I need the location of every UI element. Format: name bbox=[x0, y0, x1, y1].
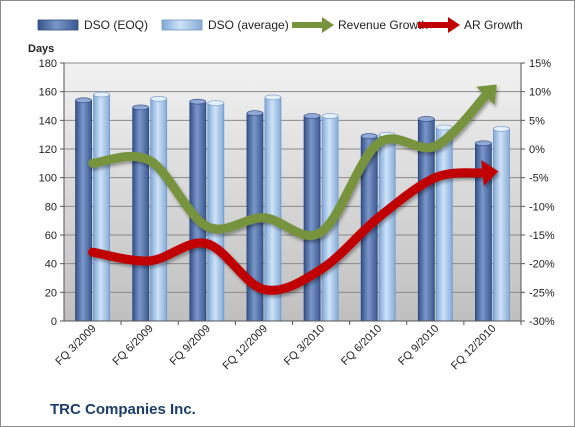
left-tick-label: 100 bbox=[39, 173, 57, 185]
arrowhead bbox=[476, 84, 497, 106]
legend-label: AR Growth bbox=[464, 18, 523, 32]
bar-dso-average bbox=[93, 91, 110, 322]
bar-dso-average bbox=[493, 126, 510, 322]
legend: DSO (EOQ) DSO (average) Revenue Growth AR G… bbox=[37, 17, 523, 33]
bar-series bbox=[75, 91, 510, 322]
left-tick-label: 160 bbox=[39, 87, 57, 99]
right-tick-label: 0% bbox=[529, 144, 545, 156]
legend-label: DSO (average) bbox=[208, 18, 289, 32]
company-name: TRC Companies Inc. bbox=[50, 401, 196, 418]
legend-label: DSO (EOQ) bbox=[84, 18, 148, 32]
legend-swatch bbox=[161, 19, 203, 31]
legend-item: AR Growth bbox=[418, 17, 523, 33]
right-tick-label: -10% bbox=[529, 201, 555, 213]
left-tick-label: 120 bbox=[39, 144, 57, 156]
legend-item: Revenue Growth bbox=[292, 17, 428, 33]
bar-dso-eoq bbox=[303, 113, 321, 322]
revenue-growth-line bbox=[88, 84, 497, 240]
bar-dso-eoq bbox=[132, 104, 150, 322]
left-tick-label: 40 bbox=[45, 259, 57, 271]
left-tick-label: 60 bbox=[45, 230, 57, 242]
right-tick-label: -25% bbox=[529, 287, 555, 299]
right-tick-label: -15% bbox=[529, 230, 555, 242]
left-axis-title: Days bbox=[28, 43, 54, 55]
arrowhead bbox=[481, 159, 499, 186]
right-tick-label: -5% bbox=[529, 173, 549, 185]
right-tick-label: -30% bbox=[529, 316, 555, 328]
right-tick-label: -20% bbox=[529, 259, 555, 271]
bar-dso-average bbox=[207, 100, 225, 322]
line-series bbox=[88, 84, 499, 295]
legend-swatch bbox=[37, 19, 79, 31]
legend-item: DSO (EOQ) bbox=[37, 18, 148, 32]
ar-growth-line bbox=[88, 159, 499, 295]
right-tick-label: 10% bbox=[529, 87, 551, 99]
bar-dso-average bbox=[435, 124, 453, 322]
legend-label: Revenue Growth bbox=[338, 18, 428, 32]
left-tick-label: 180 bbox=[39, 58, 57, 70]
legend-item: DSO (average) bbox=[161, 18, 289, 32]
legend-arrow bbox=[448, 17, 460, 33]
left-tick-label: 80 bbox=[45, 201, 57, 213]
left-tick-label: 20 bbox=[45, 287, 57, 299]
bar-dso-average bbox=[378, 131, 396, 322]
left-tick-label: 140 bbox=[39, 115, 57, 127]
bar-dso-eoq bbox=[475, 140, 492, 322]
right-tick-label: 15% bbox=[529, 58, 551, 70]
bar-dso-average bbox=[150, 96, 168, 322]
legend-arrow bbox=[322, 17, 334, 33]
right-tick-label: 5% bbox=[529, 115, 545, 127]
left-tick-label: 0 bbox=[51, 316, 57, 328]
bar-dso-eoq bbox=[75, 97, 92, 322]
